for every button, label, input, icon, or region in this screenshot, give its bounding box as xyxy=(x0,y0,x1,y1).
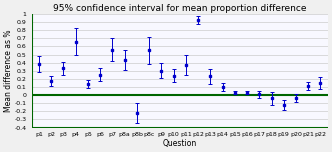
X-axis label: Question: Question xyxy=(163,139,197,148)
Title: 95% confidence interval for mean proportion difference: 95% confidence interval for mean proport… xyxy=(53,4,306,13)
Y-axis label: Mean difference as %: Mean difference as % xyxy=(4,29,13,112)
